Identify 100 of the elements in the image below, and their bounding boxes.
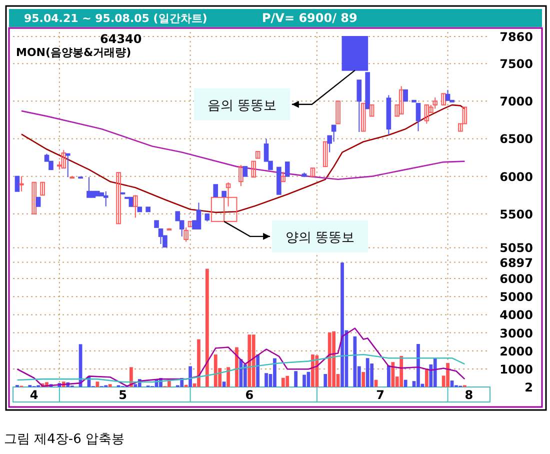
- y-tick-label: 2000: [500, 344, 533, 358]
- bar: [281, 378, 285, 387]
- candlestick: [398, 86, 404, 114]
- candlestick: [128, 196, 134, 207]
- y-tick-label: 6000: [500, 272, 533, 286]
- candlestick: [133, 194, 138, 218]
- candlestick: [238, 164, 244, 187]
- bar: [391, 362, 395, 387]
- bar: [324, 374, 328, 387]
- bar: [188, 366, 192, 387]
- bar: [248, 334, 252, 387]
- candlestick: [403, 89, 408, 102]
- candlestick: [103, 190, 108, 207]
- annotation: 양의 똥똥보: [285, 230, 355, 246]
- bar: [235, 347, 238, 387]
- candlestick: [369, 104, 374, 117]
- annotation: 음의 똥똥보: [207, 98, 276, 114]
- x-tick-label: 8: [464, 388, 474, 402]
- x-tick-label: 6: [245, 388, 254, 402]
- candlestick: [331, 124, 336, 142]
- text: MON(음양봉&거래량): [16, 46, 132, 59]
- candlestick: [86, 176, 92, 198]
- y-tick-label: 5500: [500, 207, 533, 222]
- y-tick-label: 7860: [500, 30, 533, 44]
- bar: [96, 382, 100, 387]
- bar: [404, 380, 408, 387]
- y-tick-label: 5050: [500, 241, 533, 256]
- y-tick-label: 7000: [500, 94, 533, 109]
- bar: [433, 358, 437, 387]
- bar: [108, 384, 112, 387]
- bar: [446, 362, 450, 387]
- line-series: [16, 328, 466, 387]
- candlestick: [424, 104, 430, 124]
- x-tick-label: 4: [30, 388, 38, 402]
- candlestick: [184, 226, 188, 242]
- candlestick: [14, 176, 20, 192]
- candlestick: [336, 100, 340, 124]
- candlestick: [356, 80, 362, 132]
- candlestick: [445, 89, 450, 101]
- bar: [332, 331, 336, 387]
- bar: [387, 365, 390, 387]
- candlestick: [251, 160, 256, 178]
- bar: [256, 354, 260, 387]
- line-series: [20, 110, 466, 180]
- candlestick: [61, 150, 66, 169]
- x-tick-label: 5: [118, 388, 127, 402]
- candlestick: [360, 102, 366, 132]
- candlestick: [19, 176, 24, 192]
- candlestick: [36, 196, 41, 207]
- bar: [400, 356, 404, 387]
- y-tick-label: 6897: [500, 256, 533, 270]
- bar: [362, 372, 366, 387]
- bar: [424, 368, 428, 387]
- bar: [353, 336, 357, 387]
- bar: [294, 371, 298, 387]
- bar: [340, 262, 344, 387]
- bar: [214, 354, 218, 387]
- candlestick: [32, 182, 37, 214]
- text: P/V= 6900/ 89: [262, 11, 358, 25]
- bar: [264, 373, 268, 387]
- candlestick: [310, 168, 316, 177]
- y-tick-label: 4000: [500, 308, 533, 322]
- chart-title: 95.04.21 ~ 95.08.05 (일간차트): [24, 12, 208, 25]
- bar: [366, 358, 370, 387]
- bar: [197, 339, 200, 387]
- text: 그림 제4장-6 압축봉: [4, 432, 124, 447]
- bar: [302, 374, 306, 387]
- bar: [328, 332, 332, 387]
- bar: [315, 355, 319, 387]
- candlestick: [65, 153, 70, 178]
- candlestick: [242, 166, 248, 177]
- bar: [205, 268, 209, 387]
- candlestick: [116, 172, 121, 224]
- x-tick-label: 7: [376, 388, 384, 402]
- candlestick: [441, 93, 446, 106]
- y-tick-label: 7500: [500, 57, 533, 72]
- bar: [416, 344, 420, 387]
- candlestick: [213, 184, 218, 198]
- bar: [273, 358, 276, 387]
- candlestick: [284, 162, 290, 177]
- y-tick-label: 3000: [500, 326, 533, 340]
- y-tick-label: 1000: [500, 362, 533, 376]
- y-tick-label: 6000: [500, 170, 533, 184]
- line-series: [16, 354, 466, 383]
- candlestick: [322, 141, 328, 168]
- y-tick-label: 2: [524, 380, 533, 394]
- bar: [286, 376, 290, 387]
- candlestick: [280, 171, 286, 182]
- bar: [311, 354, 314, 387]
- bar: [222, 382, 226, 387]
- candlestick: [327, 135, 332, 153]
- bar: [450, 380, 454, 387]
- bar: [226, 367, 230, 387]
- annotation: 64340: [100, 32, 142, 46]
- candlestick: [40, 182, 45, 196]
- candlestick: [432, 96, 438, 110]
- y-tick-label: 5000: [500, 290, 533, 304]
- bar: [252, 334, 256, 387]
- y-tick-label: 6500: [500, 132, 533, 146]
- candlestick: [416, 102, 421, 132]
